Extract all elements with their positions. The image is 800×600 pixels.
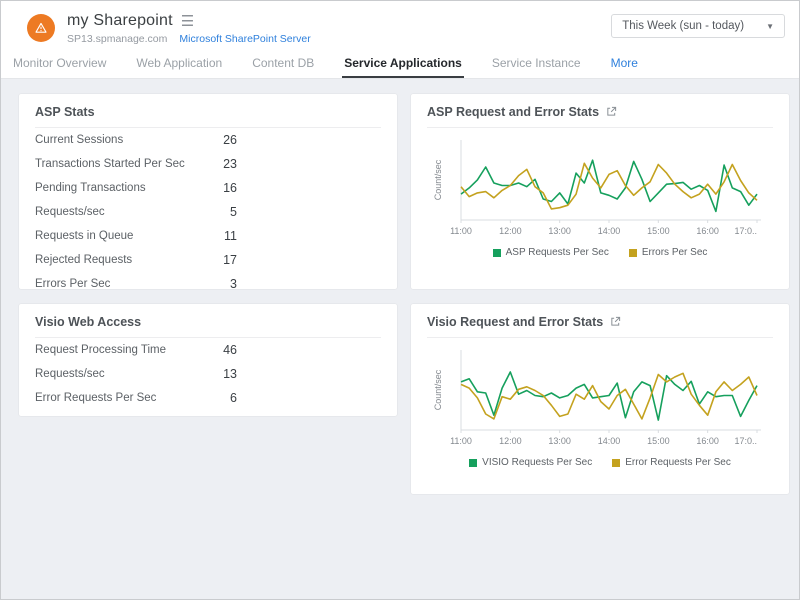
stat-row: Rejected Requests 17 [35, 248, 381, 272]
svg-text:11:00: 11:00 [450, 226, 472, 236]
stat-row: Errors Per Sec 3 [35, 272, 381, 289]
stat-value: 6 [230, 391, 237, 405]
external-link-icon[interactable] [610, 316, 621, 327]
svg-text:15:00: 15:00 [647, 436, 670, 446]
external-link-icon[interactable] [606, 106, 617, 117]
panel-title: Visio Request and Error Stats [427, 315, 604, 329]
series-line [460, 159, 758, 213]
stat-value: 16 [223, 181, 237, 195]
chart-canvas: Count/sec 11:00 12:00 13:00 14:00 15:00 16:00 1… [433, 140, 761, 236]
tab-web-application[interactable]: Web Application [136, 56, 223, 70]
stat-value: 5 [230, 205, 237, 219]
monitor-host: SP13.spmanage.com [67, 33, 168, 45]
stat-value: 23 [223, 157, 237, 171]
stat-row: Current Sessions 26 [35, 128, 381, 152]
chart-legend: ASP Requests Per Sec Errors Per Sec [427, 247, 773, 258]
svg-text:17:0..: 17:0.. [734, 436, 757, 446]
content-area: ASP Stats Current Sessions 26 Transactio… [1, 79, 799, 599]
svg-text:12:00: 12:00 [499, 226, 522, 236]
series-line [460, 162, 758, 210]
series-line [460, 371, 758, 421]
tab-service-applications[interactable]: Service Applications [342, 49, 464, 78]
legend-label: Errors Per Sec [641, 247, 708, 258]
stat-label: Current Sessions [35, 134, 124, 146]
series-line [460, 372, 758, 420]
visio-requests-errors-chart: Count/sec 11:00 12:00 13:00 14:00 15:00 16:00 1… [427, 342, 773, 468]
asp-requests-errors-chart: Count/sec 11:00 12:00 13:00 14:00 15:00 16:00 1… [427, 132, 773, 258]
server-type-link[interactable]: Microsoft SharePoint Server [179, 33, 311, 45]
svg-text:14:00: 14:00 [598, 226, 621, 236]
stat-value: 11 [224, 229, 237, 243]
legend-item[interactable]: Error Requests Per Sec [612, 457, 731, 468]
stat-row: Requests in Queue 11 [35, 224, 381, 248]
legend-swatch-icon [492, 248, 501, 257]
svg-text:12:00: 12:00 [499, 436, 522, 446]
stat-label: Error Requests Per Sec [35, 392, 157, 404]
svg-text:16:00: 16:00 [696, 226, 719, 236]
stat-label: Rejected Requests [35, 254, 133, 266]
warning-triangle-icon [27, 14, 55, 42]
chart-legend: VISIO Requests Per Sec Error Requests Per… [427, 457, 773, 468]
svg-text:16:00: 16:00 [696, 436, 719, 446]
legend-label: Error Requests Per Sec [625, 457, 731, 468]
tab-monitor-overview[interactable]: Monitor Overview [13, 56, 107, 70]
stat-value: 13 [223, 367, 237, 381]
svg-text:15:00: 15:00 [647, 226, 670, 236]
legend-swatch-icon [612, 458, 621, 467]
stat-label: Pending Transactions [35, 182, 146, 194]
legend-item[interactable]: Errors Per Sec [628, 247, 708, 258]
visio-web-access-panel: Visio Web Access Request Processing Time… [19, 304, 397, 416]
svg-text:13:00: 13:00 [548, 436, 571, 446]
legend-label: VISIO Requests Per Sec [482, 457, 593, 468]
visio-chart-panel: Visio Request and Error Stats Count/sec 1… [411, 304, 789, 494]
menu-icon[interactable]: ☰ [180, 12, 195, 30]
panel-title: Visio Web Access [35, 315, 142, 329]
asp-stats-panel: ASP Stats Current Sessions 26 Transactio… [19, 94, 397, 289]
stat-label: Requests/sec [35, 206, 105, 218]
stat-row: Requests/sec 5 [35, 200, 381, 224]
svg-text:Count/sec: Count/sec [433, 369, 443, 410]
asp-chart-panel: ASP Request and Error Stats Count/sec 11:… [411, 94, 789, 289]
time-range-value: This Week (sun - today) [622, 20, 745, 32]
legend-swatch-icon [628, 248, 637, 257]
stat-row: Request Processing Time 46 [35, 338, 381, 362]
stat-label: Requests in Queue [35, 230, 134, 242]
stat-row: Transactions Started Per Sec 23 [35, 152, 381, 176]
svg-text:Count/sec: Count/sec [433, 159, 443, 200]
tab-content-db[interactable]: Content DB [252, 56, 315, 70]
legend-item[interactable]: ASP Requests Per Sec [492, 247, 609, 258]
panel-title: ASP Request and Error Stats [427, 105, 600, 119]
time-range-dropdown[interactable]: This Week (sun - today) ▼ [611, 14, 785, 38]
page-title: my Sharepoint [67, 12, 173, 29]
panel-title: ASP Stats [35, 105, 95, 119]
stat-value: 3 [230, 277, 237, 289]
stat-label: Request Processing Time [35, 344, 167, 356]
svg-text:11:00: 11:00 [450, 436, 472, 446]
svg-text:14:00: 14:00 [598, 436, 621, 446]
legend-swatch-icon [469, 458, 478, 467]
chart-canvas: Count/sec 11:00 12:00 13:00 14:00 15:00 16:00 1… [433, 350, 761, 446]
stat-row: Requests/sec 13 [35, 362, 381, 386]
tab-service-instance[interactable]: Service Instance [491, 56, 581, 70]
tab-bar: Monitor Overview Web Application Content… [1, 49, 799, 79]
stat-row: Error Requests Per Sec 6 [35, 386, 381, 410]
stat-label: Errors Per Sec [35, 278, 111, 289]
chevron-down-icon: ▼ [766, 21, 774, 31]
svg-text:17:0..: 17:0.. [734, 226, 757, 236]
stat-row: Pending Transactions 16 [35, 176, 381, 200]
stat-value: 46 [223, 343, 237, 357]
legend-label: ASP Requests Per Sec [505, 247, 609, 258]
stat-label: Requests/sec [35, 368, 105, 380]
stat-value: 26 [223, 133, 237, 147]
legend-item[interactable]: VISIO Requests Per Sec [469, 457, 592, 468]
stat-value: 17 [223, 253, 237, 267]
stat-label: Transactions Started Per Sec [35, 158, 185, 170]
tab-more[interactable]: More [610, 56, 638, 70]
header: my Sharepoint ☰ SP13.spmanage.com Micros… [1, 1, 799, 49]
svg-text:13:00: 13:00 [548, 226, 571, 236]
